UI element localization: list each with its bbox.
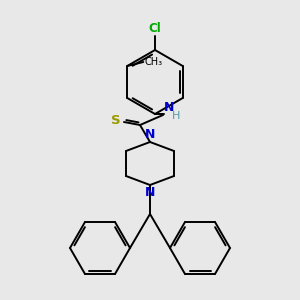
Text: H: H xyxy=(172,111,180,121)
Text: S: S xyxy=(111,115,121,128)
Text: Cl: Cl xyxy=(148,22,161,35)
Text: N: N xyxy=(145,186,155,199)
Text: CH₃: CH₃ xyxy=(144,57,162,67)
Text: N: N xyxy=(164,101,174,114)
Text: N: N xyxy=(145,128,155,141)
